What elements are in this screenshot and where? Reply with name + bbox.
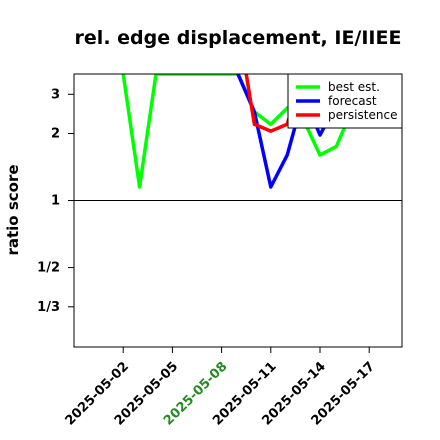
y-tick-label: 2: [51, 127, 60, 142]
y-tick-label: 1: [51, 194, 60, 209]
y-axis-label: ratio score: [4, 164, 22, 255]
legend-label: best est.: [328, 80, 380, 94]
y-tick-label: 3: [51, 87, 60, 102]
y-tick-label: 1/3: [37, 300, 60, 315]
y-tick-label: 1/2: [37, 261, 60, 276]
chart-title: rel. edge displacement, IE/IIEE: [75, 27, 402, 49]
y-axis-ticks: 1/3 1/2 1 2 3: [37, 87, 74, 315]
legend-label: persistence: [328, 108, 397, 122]
x-axis-ticks: 2025-05-022025-05-052025-05-082025-05-11…: [63, 347, 378, 429]
legend-label: forecast: [328, 94, 377, 108]
plot-frame: [73, 73, 403, 348]
